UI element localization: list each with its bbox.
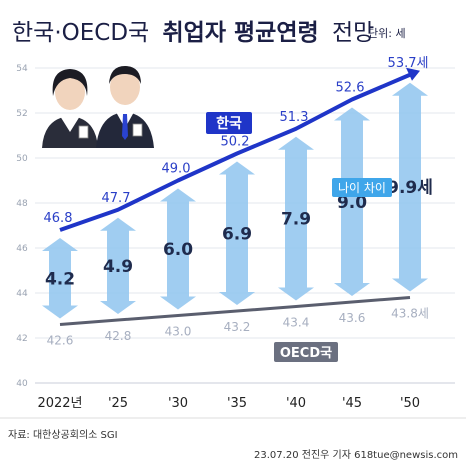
footer-source: 자료: 대한상공회의소 SGI <box>8 429 118 441</box>
gap-arrow <box>278 136 314 301</box>
title-part-3: 전망 <box>332 20 374 46</box>
y-tick-label: 54 <box>16 64 28 74</box>
gap-value-label: 9.9세 <box>387 178 433 198</box>
legend-korea-label: 한국 <box>216 116 242 132</box>
y-axis: 40 42 44 46 48 50 52 54 <box>16 64 28 389</box>
workers-illustration-icon <box>42 66 154 148</box>
gap-arrow <box>392 82 428 292</box>
korea-value-label: 53.7세 <box>388 56 429 71</box>
y-tick-label: 40 <box>16 379 28 389</box>
oecd-value-label: 42.6 <box>47 334 74 348</box>
x-tick-label: '25 <box>108 396 128 411</box>
title-part-1: 한국·OECD국 <box>12 20 149 46</box>
legend-gap-label: 나이 차이 <box>338 181 386 195</box>
y-tick-label: 46 <box>16 244 28 254</box>
y-tick-label: 50 <box>16 154 28 164</box>
x-axis: 2022년 '25 '30 '35 '40 '45 '50 <box>35 382 455 411</box>
x-tick-label: '40 <box>286 396 306 411</box>
unit-label: 단위: 세 <box>368 27 406 40</box>
korea-value-label: 51.3 <box>280 110 309 125</box>
korea-line-arrowhead <box>406 67 420 81</box>
gap-value-label: 6.9 <box>222 224 252 244</box>
x-tick-label: 2022년 <box>37 396 82 411</box>
x-tick-label: '50 <box>400 396 420 411</box>
korea-series-line <box>59 72 411 232</box>
gap-arrow <box>334 107 370 296</box>
korea-value-label: 50.2 <box>221 135 250 150</box>
oecd-value-label: 43.2 <box>224 320 251 334</box>
korea-value-label: 49.0 <box>162 162 191 177</box>
gap-value-label: 9.0 <box>337 193 367 213</box>
korea-value-label: 46.8 <box>44 211 73 226</box>
legend-gap-badge: 나이 차이 <box>332 178 392 197</box>
gap-arrows: 4.2 4.9 6.0 6.9 7.9 9.0 9.9세 <box>42 82 433 319</box>
gap-arrow <box>100 217 136 314</box>
gap-value-label: 6.0 <box>163 240 193 260</box>
y-tick-label: 42 <box>16 334 27 344</box>
gap-arrow <box>160 188 196 310</box>
series-lines <box>59 67 420 326</box>
x-tick-label: '45 <box>342 396 362 411</box>
korea-value-label: 52.6 <box>336 81 365 96</box>
gap-value-label: 4.2 <box>45 269 75 289</box>
legend-korea-badge: 한국 <box>206 112 252 134</box>
chart-title: 한국·OECD국 취업자 평균연령 전망 <box>12 20 374 46</box>
y-tick-label: 44 <box>16 289 28 299</box>
gap-arrow <box>42 238 78 319</box>
y-tick-label: 52 <box>16 109 27 119</box>
y-tick-label: 48 <box>16 199 28 209</box>
oecd-value-label: 43.8세 <box>391 307 429 321</box>
value-labels: 46.8 42.6 47.7 42.8 49.0 43.0 50.2 43.2 51.3 43.4… <box>44 56 429 348</box>
oecd-value-label: 43.0 <box>165 325 192 339</box>
oecd-series-line <box>59 296 411 326</box>
x-tick-label: '35 <box>227 396 247 411</box>
footer-credit: 23.07.20 전진우 기자 618tue@newsis.com <box>254 449 458 461</box>
gap-value-label: 4.9 <box>103 257 133 277</box>
oecd-value-label: 43.4 <box>283 316 310 330</box>
oecd-value-label: 42.8 <box>105 329 132 343</box>
korea-value-label: 47.7 <box>102 191 131 206</box>
gap-arrow <box>219 161 255 305</box>
oecd-value-label: 43.6 <box>339 311 366 325</box>
gap-value-label: 7.9 <box>281 210 311 230</box>
legend-oecd-badge: OECD국 <box>274 342 338 362</box>
x-tick-label: '30 <box>168 396 188 411</box>
legend-oecd-label: OECD국 <box>280 346 332 361</box>
title-part-2: 취업자 평균연령 <box>163 20 319 46</box>
